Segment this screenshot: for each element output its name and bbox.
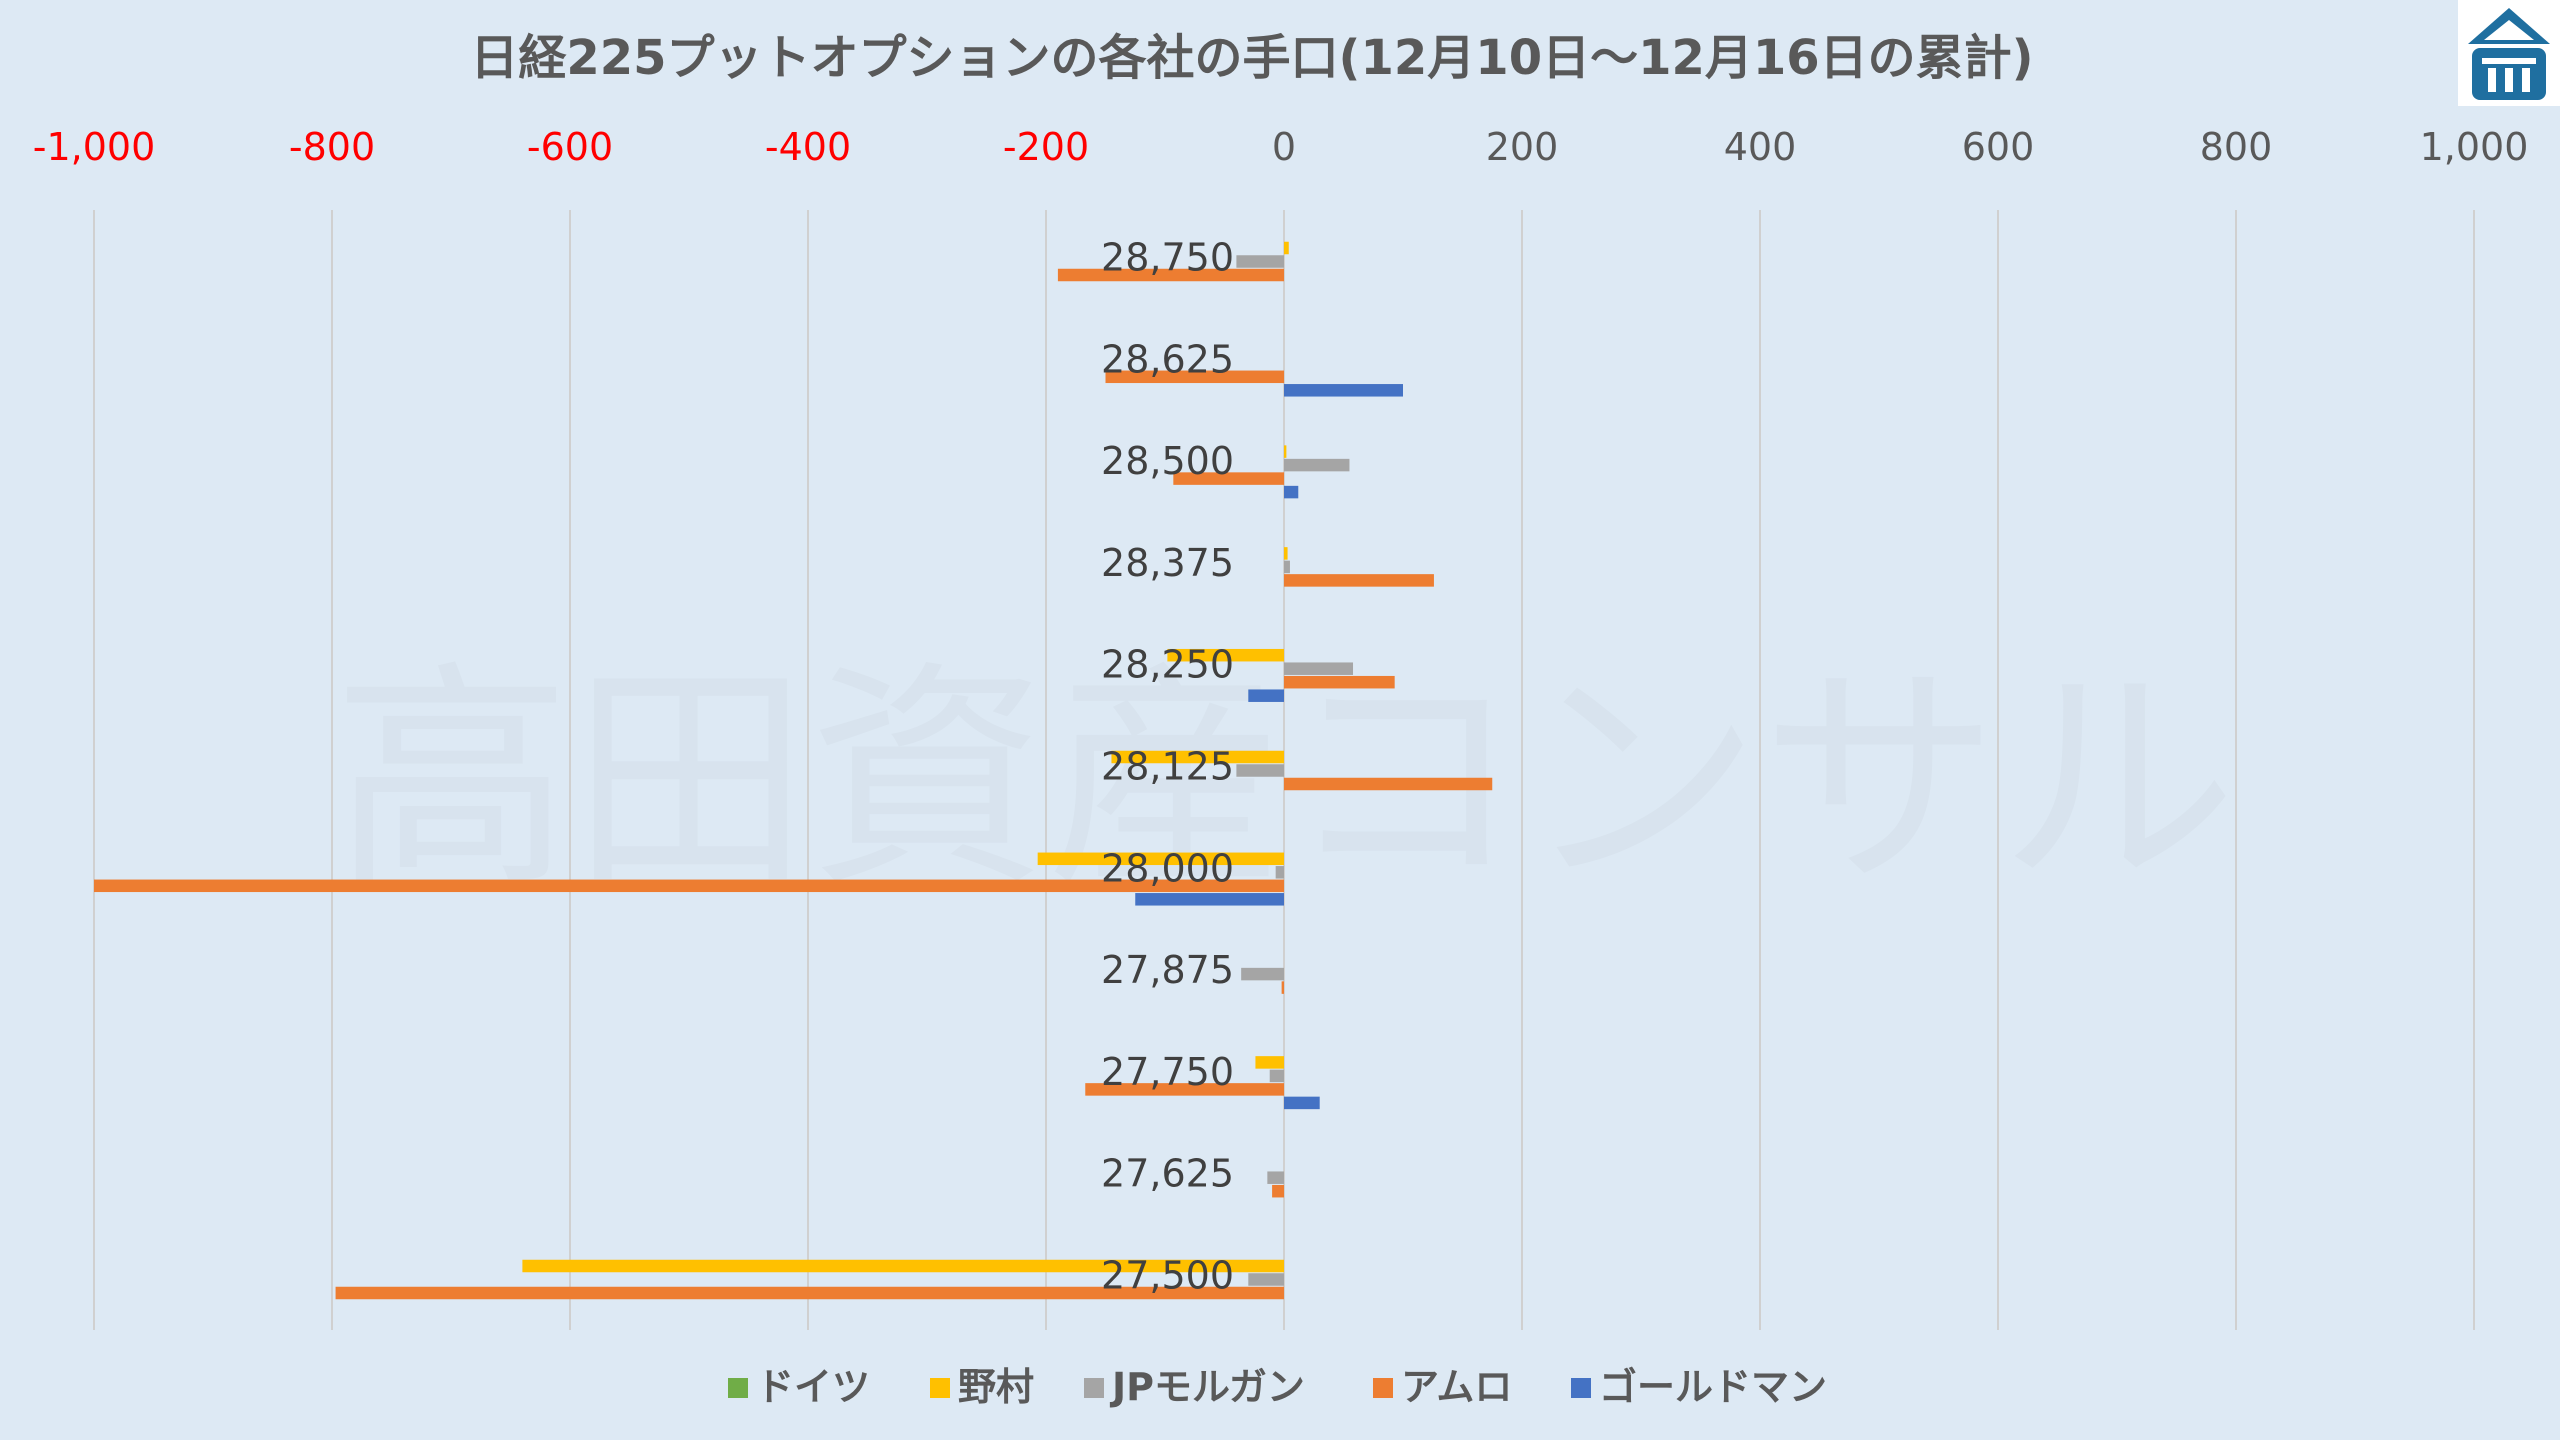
bar-JPモルガン-27,875 (1241, 967, 1284, 981)
legend-label-野村: 野村 (958, 1365, 1034, 1409)
category-label: 27,750 (1101, 1050, 1234, 1094)
x-tick-label: 800 (2200, 125, 2273, 169)
category-label: 28,375 (1101, 541, 1234, 585)
bar-野村-27,750 (1255, 1056, 1284, 1069)
x-tick-label: -1,000 (33, 125, 156, 169)
bar-アムロ-27,750 (1085, 1083, 1284, 1096)
bar-アムロ-28,375 (1284, 574, 1434, 587)
bar-ゴールドマン-28,000 (1135, 893, 1284, 906)
category-label: 28,125 (1101, 745, 1234, 789)
bar-アムロ-28,125 (1284, 777, 1493, 791)
x-tick-label: 1,000 (2420, 125, 2529, 169)
bar-アムロ-28,500 (1173, 472, 1284, 485)
x-tick-label: -400 (765, 125, 851, 169)
chart-title: 日経225プットオプションの各社の手口(12月10日～12月16日の累計) (470, 30, 2033, 86)
bar-アムロ-27,875 (1281, 981, 1284, 994)
category-label: 28,625 (1101, 337, 1234, 381)
category-label: 27,875 (1101, 948, 1234, 992)
bar-アムロ-27,625 (1272, 1184, 1284, 1198)
legend-swatch-アムロ (1373, 1378, 1393, 1398)
x-tick-label: -600 (527, 125, 613, 169)
category-label: 28,750 (1101, 236, 1234, 280)
bar-ゴールドマン-28,500 (1284, 485, 1299, 499)
legend-swatch-JPモルガン (1084, 1378, 1104, 1398)
bar-JPモルガン-27,500 (1248, 1273, 1284, 1286)
category-label: 28,250 (1101, 643, 1234, 687)
bar-アムロ-27,500 (335, 1286, 1284, 1300)
bar-野村-28,500 (1284, 445, 1287, 458)
bar-ゴールドマン-27,750 (1284, 1096, 1320, 1110)
bar-アムロ-28,625 (1105, 370, 1284, 384)
bar-JPモルガン-28,000 (1275, 866, 1284, 879)
bar-アムロ-28,750 (1057, 268, 1284, 282)
bar-野村-28,000 (1037, 852, 1284, 866)
bar-アムロ-28,250 (1284, 675, 1395, 689)
bar-アムロ-28,000 (94, 879, 1284, 893)
bar-JPモルガン-28,375 (1284, 560, 1290, 574)
legend-label-ドイツ: ドイツ (756, 1365, 870, 1409)
bar-JPモルガン-28,250 (1284, 662, 1354, 675)
legend-swatch-ゴールドマン (1571, 1378, 1591, 1398)
x-tick-label: -200 (1003, 125, 1089, 169)
x-tick-label: 0 (1272, 125, 1296, 169)
category-label: 27,625 (1101, 1152, 1234, 1196)
x-axis-ticks: -1,000 -800 -600 -400 -200 0 200 400 600 800 1,000 (33, 125, 2529, 169)
legend-label-ゴールドマン: ゴールドマン (1599, 1365, 1827, 1409)
bar-JPモルガン-28,750 (1236, 255, 1284, 268)
category-label: 28,000 (1101, 846, 1234, 890)
company-logo-icon (2458, 0, 2560, 106)
category-label: 28,500 (1101, 439, 1234, 483)
bar-野村-28,375 (1284, 547, 1288, 560)
bar-ゴールドマン-28,250 (1248, 689, 1284, 702)
bar-野村-28,250 (1167, 648, 1284, 662)
bar-ゴールドマン-28,625 (1284, 384, 1403, 397)
bar-野村-28,125 (1111, 750, 1284, 764)
bars (94, 241, 1493, 1300)
bar-JPモルガン-28,125 (1236, 764, 1284, 777)
legend-swatch-野村 (930, 1378, 950, 1398)
category-label: 27,500 (1101, 1254, 1234, 1298)
bar-野村-27,500 (522, 1259, 1284, 1273)
legend: ドイツ 野村 JPモルガン アムロ ゴールドマン (728, 1365, 1827, 1409)
bar-JPモルガン-27,625 (1267, 1171, 1284, 1184)
legend-label-アムロ: アムロ (1401, 1365, 1512, 1409)
category-labels: 28,750 28,625 28,500 28,375 28,250 28,125 28,0… (1101, 236, 1234, 1298)
legend-swatch-ドイツ (728, 1378, 748, 1398)
bar-JPモルガン-28,500 (1284, 458, 1350, 472)
x-tick-label: 600 (1962, 125, 2035, 169)
bar-野村-28,750 (1284, 241, 1289, 255)
x-tick-label: 400 (1724, 125, 1797, 169)
x-tick-label: 200 (1486, 125, 1559, 169)
x-tick-label: -800 (289, 125, 375, 169)
legend-label-JPモルガン: JPモルガン (1109, 1365, 1305, 1409)
bar-JPモルガン-27,750 (1269, 1069, 1284, 1083)
